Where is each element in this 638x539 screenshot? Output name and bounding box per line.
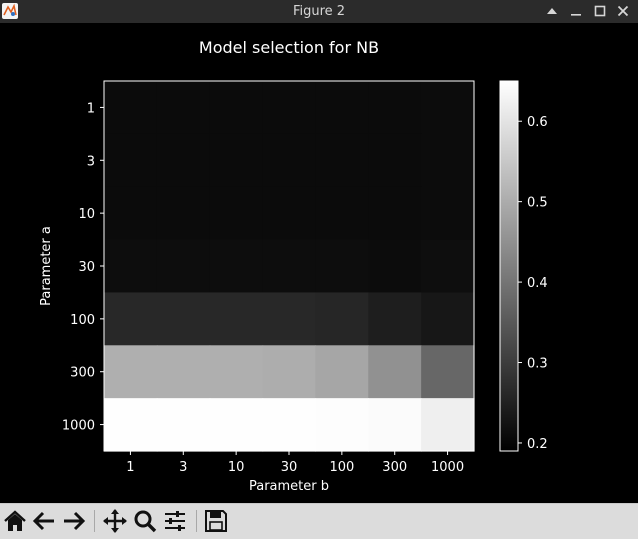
colorbar-tick-label: 0.4: [527, 276, 548, 291]
heatmap-cell: [368, 81, 422, 135]
figure-canvas[interactable]: Model selection for NB 1 3 10 30 100 300 1000 …: [0, 23, 638, 503]
heatmap-cell: [262, 239, 317, 294]
heatmap-cell: [315, 186, 369, 241]
x-tick-label: 1000: [431, 460, 464, 475]
heatmap-cell: [104, 398, 158, 452]
magnifier-icon[interactable]: [131, 507, 159, 535]
x-tick-label: 1: [126, 460, 134, 475]
heatmap-cell: [209, 239, 264, 294]
y-tick-label: 30: [78, 260, 95, 275]
heatmap-cells: [104, 81, 475, 452]
heatmap-cell: [209, 81, 264, 135]
floppy-disk-icon[interactable]: [202, 507, 230, 535]
y-tick-label: 1000: [62, 419, 95, 434]
heatmap-chart: Model selection for NB 1 3 10 30 100 300 1000 …: [39, 38, 548, 494]
heatmap-cell: [156, 292, 211, 346]
navigation-toolbar: [0, 503, 638, 539]
heatmap-cell: [209, 398, 264, 452]
heatmap-cell: [315, 239, 369, 294]
heatmap-cell: [104, 186, 158, 241]
heatmap-cell: [421, 186, 475, 241]
heatmap-cell: [262, 81, 317, 135]
x-tick-label: 3: [179, 460, 187, 475]
window-title: Figure 2: [292, 4, 346, 19]
heatmap-cell: [262, 133, 317, 188]
heatmap-cell: [421, 345, 475, 399]
minimize-button[interactable]: [567, 2, 585, 20]
y-tick-label: 100: [70, 313, 95, 328]
heatmap-cell: [156, 133, 211, 188]
arrow-right-icon[interactable]: [60, 507, 88, 535]
x-tick-label: 300: [382, 460, 407, 475]
app-icon: [2, 3, 18, 19]
y-tick-label: 3: [87, 154, 95, 169]
heatmap-cell: [156, 345, 211, 399]
heatmap-cell: [315, 81, 369, 135]
heatmap-cell: [209, 186, 264, 241]
x-tick-label: 100: [329, 460, 354, 475]
x-axis-label: Parameter b: [249, 479, 329, 494]
heatmap-cell: [104, 292, 158, 346]
title-bar: Figure 2: [0, 0, 638, 23]
heatmap-cell: [368, 292, 422, 346]
heatmap-cell: [368, 398, 422, 452]
heatmap-cell: [421, 239, 475, 294]
colorbar-tick-label: 0.5: [527, 196, 548, 211]
heatmap-cell: [315, 292, 369, 346]
heatmap-cell: [104, 345, 158, 399]
colorbar-tick-label: 0.2: [527, 437, 548, 452]
x-tick-label: 10: [228, 460, 245, 475]
heatmap-cell: [209, 345, 264, 399]
heatmap-cell: [315, 398, 369, 452]
heatmap-cell: [262, 186, 317, 241]
colorbar-tick-label: 0.3: [527, 357, 548, 372]
heatmap-cell: [156, 398, 211, 452]
heatmap-cell: [262, 345, 317, 399]
heatmap-cell: [368, 186, 422, 241]
heatmap-cell: [315, 133, 369, 188]
heatmap-cell: [421, 133, 475, 188]
heatmap-cell: [104, 81, 158, 135]
heatmap-cell: [156, 81, 211, 135]
heatmap-cell: [368, 133, 422, 188]
toolbar-separator: [196, 510, 197, 532]
close-button[interactable]: [614, 2, 632, 20]
y-axis-label: Parameter a: [39, 226, 54, 306]
colorbar: [499, 80, 519, 452]
heatmap-cell: [156, 239, 211, 294]
sliders-icon[interactable]: [161, 507, 189, 535]
heatmap-cell: [104, 133, 158, 188]
colorbar-ticks: 0.2 0.3 0.4 0.5 0.6: [518, 115, 548, 452]
x-tick-label: 30: [281, 460, 298, 475]
heatmap-cell: [262, 292, 317, 346]
heatmap-cell: [156, 186, 211, 241]
x-axis-ticks: 1 3 10 30 100 300 1000: [126, 451, 464, 475]
heatmap-cell: [421, 398, 475, 452]
toolbar-separator: [94, 510, 95, 532]
heatmap-cell: [209, 292, 264, 346]
keep-above-button[interactable]: [543, 2, 561, 20]
heatmap-cell: [209, 133, 264, 188]
heatmap-cell: [368, 239, 422, 294]
heatmap-cell: [104, 239, 158, 294]
y-tick-label: 1: [87, 101, 95, 116]
heatmap-cell: [368, 345, 422, 399]
home-icon[interactable]: [1, 507, 29, 535]
chart-title: Model selection for NB: [199, 38, 379, 57]
heatmap-cell: [262, 398, 317, 452]
y-tick-label: 10: [78, 207, 95, 222]
maximize-button[interactable]: [591, 2, 609, 20]
colorbar-tick-label: 0.6: [527, 115, 548, 130]
heatmap-cell: [315, 345, 369, 399]
move-icon[interactable]: [101, 507, 129, 535]
heatmap-cell: [421, 292, 475, 346]
y-tick-label: 300: [70, 366, 95, 381]
heatmap-cell: [421, 81, 475, 135]
y-axis-ticks: 1 3 10 30 100 300 1000: [62, 101, 104, 434]
arrow-left-icon[interactable]: [30, 507, 58, 535]
